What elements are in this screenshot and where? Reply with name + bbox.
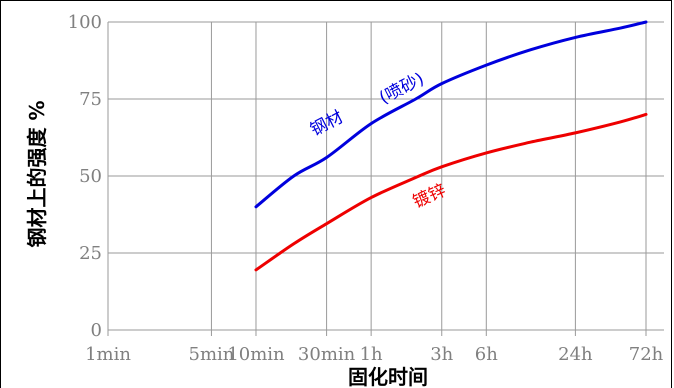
y-tick-label: 75 — [79, 89, 102, 110]
x-axis-title: 固化时间 — [348, 365, 428, 388]
x-tick-label: 24h — [558, 344, 593, 365]
series-label-galvanized: 镀锌 — [410, 180, 449, 212]
series-label-steel-blasted: (喷砂) — [376, 69, 427, 108]
y-tick-label: 0 — [91, 320, 102, 341]
y-axis-ticks: 0 25 50 75 100 — [68, 12, 102, 341]
x-tick-label: 72h — [629, 344, 664, 365]
series-line-steel — [254, 20, 648, 209]
y-tick-label: 100 — [68, 12, 102, 33]
x-tick-label: 10min — [227, 344, 285, 365]
y-tick-label: 50 — [79, 166, 102, 187]
series-lines — [254, 20, 648, 272]
y-tick-label: 25 — [79, 243, 102, 264]
y-axis-title: 钢材上的强度 % — [25, 100, 49, 247]
x-tick-label: 5min — [189, 344, 235, 365]
grid — [107, 21, 664, 336]
x-tick-label: 3h — [430, 344, 453, 365]
series-line-galvanized — [254, 112, 648, 272]
x-tick-label: 30min — [298, 344, 356, 365]
x-tick-label: 6h — [475, 344, 498, 365]
x-tick-label: 1h — [360, 344, 383, 365]
x-tick-label: 1min — [85, 344, 131, 365]
